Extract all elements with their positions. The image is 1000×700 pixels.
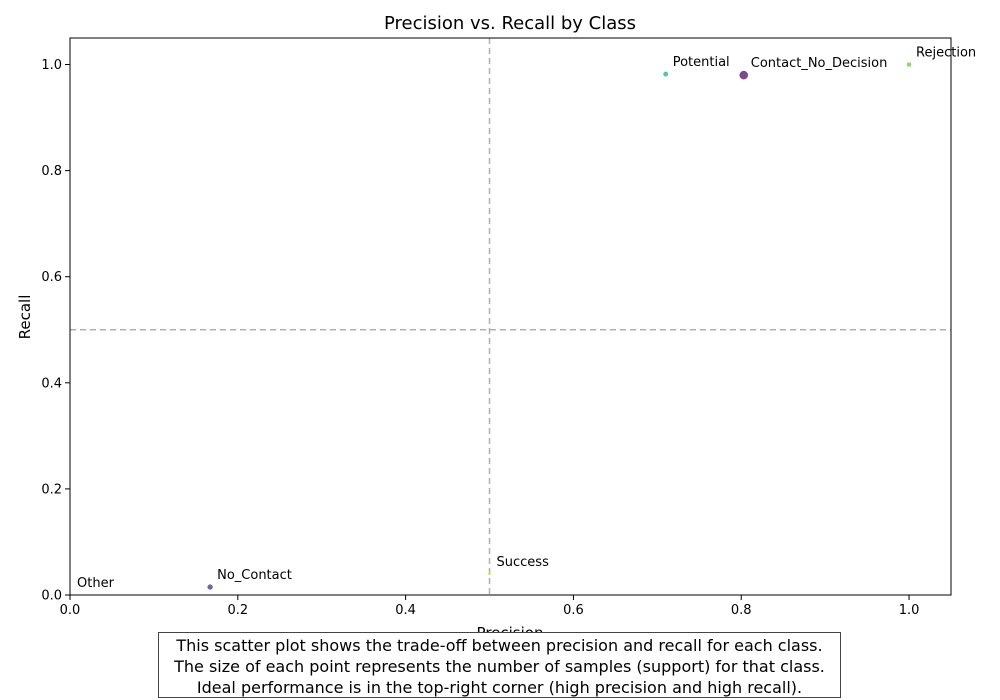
y-tick-label: 0.2 (41, 482, 62, 497)
caption-line: The size of each point represents the nu… (174, 657, 825, 676)
data-point (488, 572, 491, 576)
chart-title: Precision vs. Recall by Class (384, 13, 636, 34)
x-tick-label: 0.8 (731, 603, 752, 618)
x-tick-label: 0.0 (60, 603, 81, 618)
point-label: Potential (673, 55, 730, 70)
caption-line: This scatter plot shows the trade-off be… (176, 636, 823, 655)
x-tick-label: 0.2 (227, 603, 248, 618)
reference-lines (70, 38, 951, 595)
x-axis-ticks: 0.0 0.2 0.4 0.6 0.8 1.0 (60, 595, 920, 618)
data-point (207, 584, 213, 590)
y-tick-label: 0.6 (41, 270, 62, 285)
y-axis-ticks: 0.0 0.2 0.4 0.6 0.8 1.0 (41, 58, 70, 604)
x-tick-label: 0.4 (395, 603, 416, 618)
y-tick-label: 0.0 (41, 589, 62, 604)
y-axis-label: Recall (16, 295, 34, 340)
point-label: Rejection (916, 46, 976, 61)
data-points (69, 62, 912, 596)
point-labels: Contact_No_Decision Potential Rejection Suc… (77, 46, 976, 591)
point-label: No_Contact (217, 568, 292, 583)
x-tick-label: 1.0 (899, 603, 920, 618)
y-tick-label: 0.4 (41, 376, 62, 391)
point-label: Success (497, 555, 550, 570)
point-label: Other (77, 576, 115, 591)
caption-line: Ideal performance is in the top-right co… (196, 678, 803, 697)
caption-box: This scatter plot shows the trade-off be… (158, 632, 841, 698)
data-point (906, 62, 912, 67)
plot-area (69, 37, 952, 596)
y-tick-label: 1.0 (41, 58, 62, 73)
point-label: Contact_No_Decision (751, 56, 888, 71)
data-point (663, 71, 669, 77)
data-point (739, 70, 749, 80)
x-tick-label: 0.6 (563, 603, 584, 618)
y-tick-label: 0.8 (41, 164, 62, 179)
